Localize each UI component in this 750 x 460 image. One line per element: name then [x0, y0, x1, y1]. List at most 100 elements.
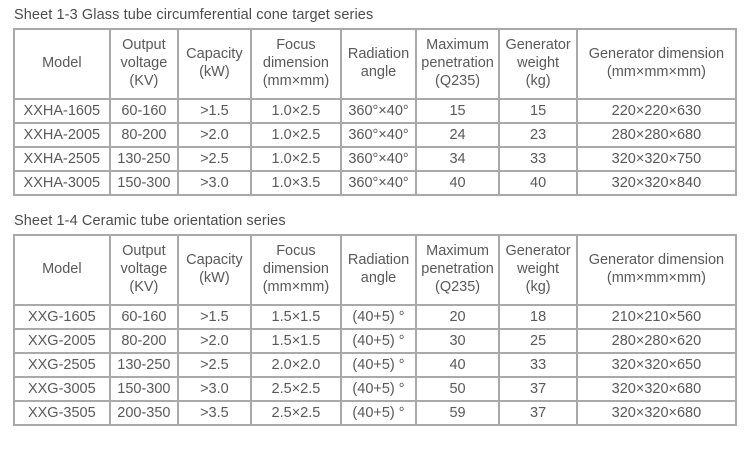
sheet-1-3-section: Sheet 1-3 Glass tube circumferential con…	[13, 7, 738, 196]
table-cell: >2.5	[177, 146, 252, 172]
column-header: Focus dimension (mm×mm)	[249, 28, 343, 100]
table-cell: 320×320×840	[575, 170, 738, 196]
table-cell: 1.5×1.5	[249, 304, 343, 330]
table-cell: 280×280×620	[575, 328, 738, 354]
column-header: Radiation angle	[340, 234, 417, 306]
table-cell: 23	[498, 122, 578, 148]
table-cell: 25	[498, 328, 578, 354]
table-cell: 210×210×560	[575, 304, 738, 330]
table-cell: 1.5×1.5	[249, 328, 343, 354]
table-cell: 34	[414, 146, 501, 172]
sheet-1-3-title: Sheet 1-3 Glass tube circumferential con…	[14, 7, 374, 23]
table-cell: 320×320×650	[575, 352, 738, 378]
model-cell: XXG-2505	[13, 352, 111, 378]
glass-tube-spec-table: Model Output voltage (KV) Capacity (kW) Foc…	[13, 28, 738, 196]
table-cell: 2.5×2.5	[249, 400, 343, 426]
table-cell: (40+5) °	[340, 376, 417, 402]
table-cell: 150-300	[108, 376, 180, 402]
model-cell: XXHA-3005	[13, 170, 111, 196]
table-cell: 37	[498, 376, 578, 402]
table-cell: >1.5	[177, 98, 252, 124]
table-cell: 150-300	[108, 170, 180, 196]
column-header: Maximum penetration (Q235)	[414, 28, 501, 100]
table-cell: 18	[498, 304, 578, 330]
table-cell: 2.0×2.0	[249, 352, 343, 378]
table-header: Model Output voltage (KV) Capacity (kW) Foc…	[13, 234, 738, 306]
table-cell: 1.0×2.5	[249, 122, 343, 148]
table-cell: >2.0	[177, 122, 252, 148]
table-row: XXG-2505 130-250 >2.5 2.0×2.0 (40+5) ° 40 33 32…	[13, 352, 738, 378]
column-header: Maximum penetration (Q235)	[414, 234, 501, 306]
sheet-1-4-section: Sheet 1-4 Ceramic tube orientation serie…	[13, 213, 738, 426]
table-cell: 30	[414, 328, 501, 354]
table-row: XXG-1605 60-160 >1.5 1.5×1.5 (40+5) ° 20 18 210…	[13, 304, 738, 330]
table-row: XXHA-2505 130-250 >2.5 1.0×2.5 360°×40° 34 33 3…	[13, 146, 738, 172]
table-cell: 320×320×680	[575, 376, 738, 402]
table-cell: >3.5	[177, 400, 252, 426]
column-header: Generator weight (kg)	[498, 28, 578, 100]
model-cell: XXHA-1605	[13, 98, 111, 124]
table-cell: 360°×40°	[340, 170, 417, 196]
table-cell: 360°×40°	[340, 98, 417, 124]
table-cell: 50	[414, 376, 501, 402]
table-cell: 1.0×3.5	[249, 170, 343, 196]
table-row: XXHA-3005 150-300 >3.0 1.0×3.5 360°×40° 40 40 3…	[13, 170, 738, 196]
model-cell: XXG-3005	[13, 376, 111, 402]
table-row: XXG-3505 200-350 >3.5 2.5×2.5 (40+5) ° 59 37 32…	[13, 400, 738, 426]
table-cell: 1.0×2.5	[249, 146, 343, 172]
table-cell: (40+5) °	[340, 400, 417, 426]
table-cell: 130-250	[108, 146, 180, 172]
table-header: Model Output voltage (KV) Capacity (kW) Foc…	[13, 28, 738, 100]
table-cell: 2.5×2.5	[249, 376, 343, 402]
table-row: XXHA-2005 80-200 >2.0 1.0×2.5 360°×40° 24 23 28…	[13, 122, 738, 148]
table-cell: 40	[414, 170, 501, 196]
header-row: Model Output voltage (KV) Capacity (kW) Foc…	[13, 234, 738, 306]
model-cell: XXG-1605	[13, 304, 111, 330]
table-cell: 60-160	[108, 98, 180, 124]
table-cell: 15	[498, 98, 578, 124]
table-cell: >1.5	[177, 304, 252, 330]
table-cell: 24	[414, 122, 501, 148]
table-cell: 37	[498, 400, 578, 426]
table-cell: 320×320×680	[575, 400, 738, 426]
column-header: Model	[13, 28, 111, 100]
column-header: Capacity (kW)	[177, 28, 252, 100]
column-header: Focus dimension (mm×mm)	[249, 234, 343, 306]
table-cell: 200-350	[108, 400, 180, 426]
table-cell: 40	[498, 170, 578, 196]
table-cell: >3.0	[177, 376, 252, 402]
table-cell: (40+5) °	[340, 304, 417, 330]
column-header: Generator dimension (mm×mm×mm)	[575, 234, 738, 306]
table-row: XXHA-1605 60-160 >1.5 1.0×2.5 360°×40° 15 15 22…	[13, 98, 738, 124]
column-header: Model	[13, 234, 111, 306]
table-cell: 15	[414, 98, 501, 124]
table-body: XXG-1605 60-160 >1.5 1.5×1.5 (40+5) ° 20 18 210…	[13, 304, 738, 426]
column-header: Generator dimension (mm×mm×mm)	[575, 28, 738, 100]
table-cell: 59	[414, 400, 501, 426]
table-cell: >2.5	[177, 352, 252, 378]
table-cell: 33	[498, 352, 578, 378]
model-cell: XXHA-2005	[13, 122, 111, 148]
table-cell: 130-250	[108, 352, 180, 378]
model-cell: XXG-3505	[13, 400, 111, 426]
table-cell: 33	[498, 146, 578, 172]
table-cell: 80-200	[108, 328, 180, 354]
table-row: XXG-3005 150-300 >3.0 2.5×2.5 (40+5) ° 50 37 32…	[13, 376, 738, 402]
table-cell: 40	[414, 352, 501, 378]
column-header: Output voltage (KV)	[108, 234, 180, 306]
sheet-1-4-title: Sheet 1-4 Ceramic tube orientation serie…	[14, 213, 286, 229]
column-header: Capacity (kW)	[177, 234, 252, 306]
table-cell: 280×280×680	[575, 122, 738, 148]
model-cell: XXG-2005	[13, 328, 111, 354]
table-cell: >2.0	[177, 328, 252, 354]
header-row: Model Output voltage (KV) Capacity (kW) Foc…	[13, 28, 738, 100]
column-header: Generator weight (kg)	[498, 234, 578, 306]
table-body: XXHA-1605 60-160 >1.5 1.0×2.5 360°×40° 15 15 22…	[13, 98, 738, 196]
table-cell: 80-200	[108, 122, 180, 148]
table-cell: >3.0	[177, 170, 252, 196]
table-cell: 360°×40°	[340, 122, 417, 148]
table-cell: 360°×40°	[340, 146, 417, 172]
table-cell: 60-160	[108, 304, 180, 330]
table-cell: (40+5) °	[340, 352, 417, 378]
table-row: XXG-2005 80-200 >2.0 1.5×1.5 (40+5) ° 30 25 280…	[13, 328, 738, 354]
